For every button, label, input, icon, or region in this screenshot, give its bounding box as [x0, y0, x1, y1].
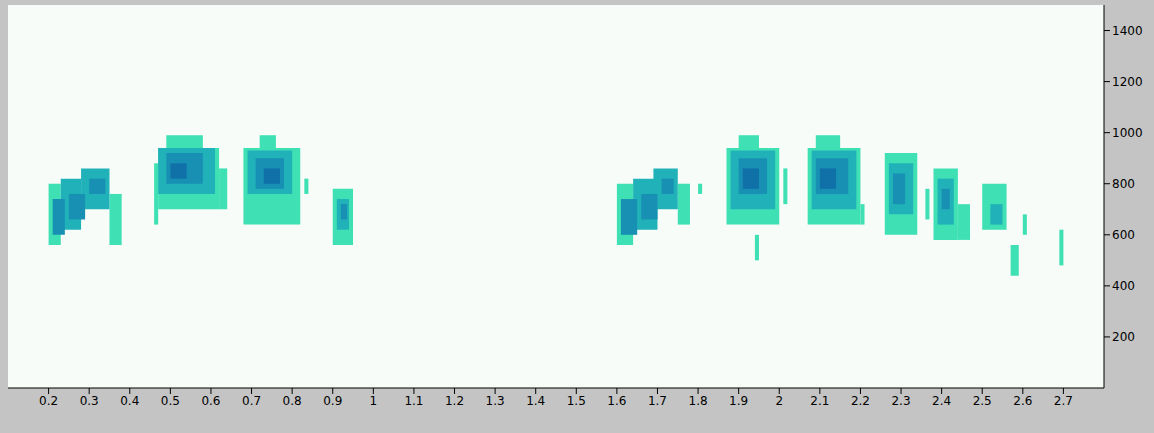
svg-text:2.3: 2.3: [891, 394, 910, 408]
svg-text:0.5: 0.5: [161, 394, 180, 408]
svg-text:200: 200: [1112, 330, 1135, 344]
svg-text:1.6: 1.6: [607, 394, 626, 408]
svg-text:1.4: 1.4: [526, 394, 545, 408]
svg-text:1.5: 1.5: [567, 394, 586, 408]
svg-text:1.1: 1.1: [404, 394, 423, 408]
svg-text:0.4: 0.4: [120, 394, 139, 408]
svg-text:1.9: 1.9: [729, 394, 748, 408]
svg-text:400: 400: [1112, 279, 1135, 293]
svg-text:2.4: 2.4: [932, 394, 951, 408]
svg-text:0.9: 0.9: [323, 394, 342, 408]
svg-text:1400: 1400: [1112, 24, 1143, 38]
svg-text:0.7: 0.7: [242, 394, 261, 408]
svg-text:1000: 1000: [1112, 126, 1143, 140]
svg-text:2.5: 2.5: [973, 394, 992, 408]
svg-text:1.3: 1.3: [486, 394, 505, 408]
svg-text:1.8: 1.8: [689, 394, 708, 408]
svg-text:1.7: 1.7: [648, 394, 667, 408]
svg-text:1: 1: [370, 394, 378, 408]
svg-text:2: 2: [775, 394, 783, 408]
svg-text:2.6: 2.6: [1013, 394, 1032, 408]
svg-text:0.3: 0.3: [80, 394, 99, 408]
svg-text:0.2: 0.2: [39, 394, 58, 408]
svg-text:0.6: 0.6: [201, 394, 220, 408]
svg-text:600: 600: [1112, 228, 1135, 242]
svg-text:1200: 1200: [1112, 75, 1143, 89]
svg-text:2.7: 2.7: [1054, 394, 1073, 408]
svg-text:2.1: 2.1: [810, 394, 829, 408]
svg-text:2.2: 2.2: [851, 394, 870, 408]
svg-text:0.8: 0.8: [283, 394, 302, 408]
svg-text:1.2: 1.2: [445, 394, 464, 408]
svg-text:800: 800: [1112, 177, 1135, 191]
